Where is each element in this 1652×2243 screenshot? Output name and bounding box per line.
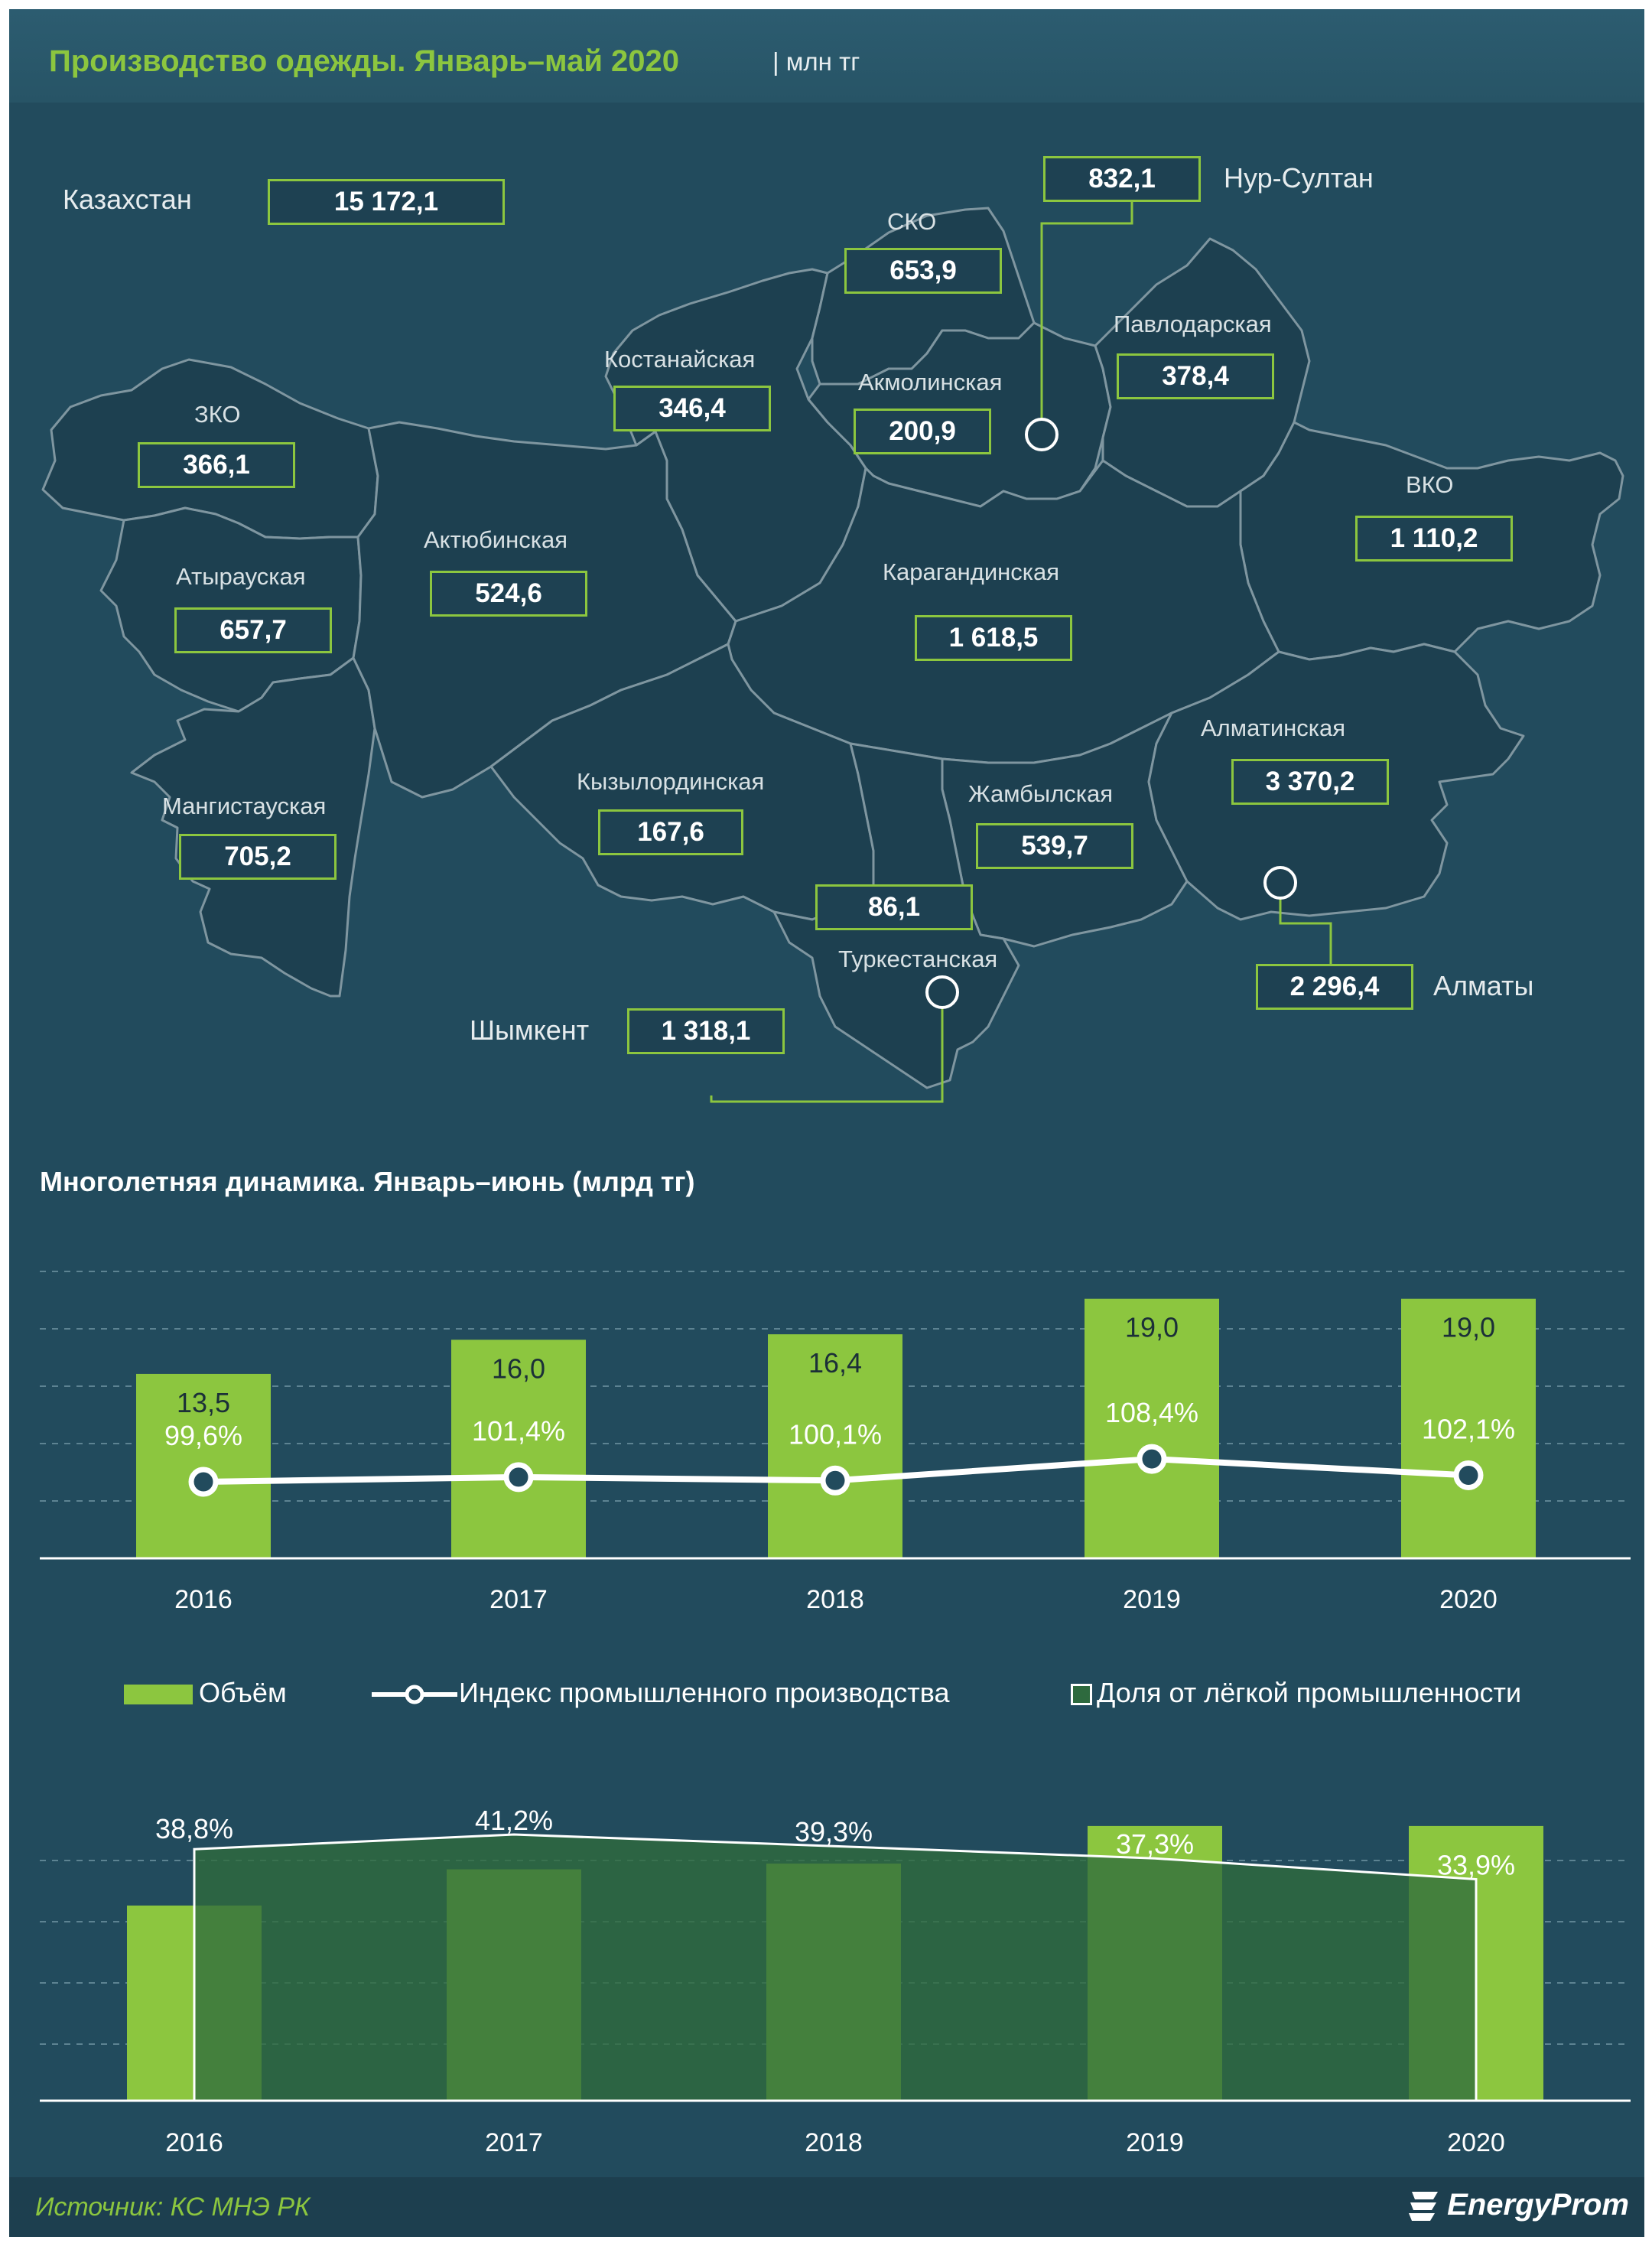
share-label-2019: 37,3% — [1116, 1828, 1194, 1860]
header-bar: Производство одежды. Январь–май 2020 | м… — [9, 9, 1644, 103]
sko-label: СКО — [887, 208, 937, 235]
shymkent-label: Шымкент — [470, 1014, 590, 1046]
share-label-2016: 38,8% — [155, 1813, 233, 1844]
vko-label: ВКО — [1406, 471, 1454, 498]
nursultan-marker — [1025, 418, 1059, 451]
source-text: Источник: КС МНЭ РК — [35, 2193, 311, 2222]
karaganda-value: 1 618,5 — [915, 615, 1072, 661]
atyrau-value: 657,7 — [174, 607, 332, 653]
index-label-2020: 102,1% — [1422, 1414, 1515, 1445]
index-point-2016 — [188, 1467, 219, 1497]
almaty-marker — [1263, 866, 1297, 900]
index-point-2020 — [1453, 1460, 1484, 1490]
brand-name: EnergyProm — [1447, 2188, 1629, 2222]
share-label-2017: 41,2% — [475, 1805, 553, 1836]
x-tick-2019: 2019 — [1123, 1585, 1181, 1614]
vko-value: 1 110,2 — [1355, 516, 1513, 562]
index-label-2019: 108,4% — [1105, 1397, 1198, 1428]
aktobe-label: Актюбинская — [424, 526, 567, 553]
chart-volume-index: 13,5 16,0 16,4 19,0 19,0 99,6% 101,4% 100,1% 108… — [40, 1271, 1631, 1614]
mangystau-value: 705,2 — [179, 834, 337, 880]
turkestan-value: 86,1 — [815, 884, 973, 930]
share-label-2018: 39,3% — [795, 1816, 873, 1847]
zko-value: 366,1 — [138, 442, 295, 488]
unit-label: | млн тг — [772, 47, 860, 76]
x-tick-2017: 2017 — [489, 1585, 548, 1614]
bar-2020 — [1401, 1298, 1536, 1558]
bar-2017 — [451, 1340, 586, 1558]
kazakhstan-value: 15 172,1 — [268, 179, 505, 225]
index-point-2019 — [1137, 1444, 1167, 1474]
legend: Объём Индекс промышленного производства … — [9, 1677, 1644, 1723]
legend-share-swatch — [1071, 1684, 1092, 1706]
legend-share-label: Доля от лёгкой промышленности — [1097, 1677, 1522, 1708]
zhambyl-label: Жамбылская — [968, 780, 1114, 807]
x-tick-2016: 2016 — [174, 1585, 233, 1614]
pavlodar-label: Павлодарская — [1114, 311, 1272, 337]
bar-2019 — [1085, 1298, 1219, 1558]
aktobe-value: 524,6 — [430, 571, 587, 617]
share-label-2020: 33,9% — [1437, 1849, 1515, 1880]
x-tick-2016: 2016 — [165, 2128, 223, 2157]
mangystau-label: Мангистауская — [162, 793, 327, 819]
index-label-2018: 100,1% — [789, 1418, 882, 1450]
chart-share: 38,8% 41,2% 39,3% 37,3% 33,9% 2016 2017 2018 201… — [40, 1805, 1631, 2157]
shymkent-marker — [925, 975, 959, 1009]
bar-2018 — [768, 1334, 902, 1558]
zko-label: ЗКО — [194, 401, 241, 428]
x-tick-2017: 2017 — [485, 2128, 543, 2157]
share-area — [193, 1833, 1478, 2102]
almaty-label: Алматы — [1433, 970, 1534, 1001]
legend-share: Доля от лёгкой промышленности — [1071, 1677, 1521, 1709]
x-tick-2019: 2019 — [1126, 2128, 1184, 2157]
legend-volume: Объём — [124, 1677, 287, 1709]
shymkent-value: 1 318,1 — [627, 1008, 785, 1054]
pavlodar-value: 378,4 — [1117, 353, 1274, 399]
infographic: Производство одежды. Январь–май 2020 | м… — [9, 9, 1644, 2237]
nursultan-label: Нур-Султан — [1224, 162, 1374, 194]
legend-volume-label: Объём — [199, 1677, 287, 1708]
zhambyl-value: 539,7 — [976, 823, 1133, 869]
x-tick-2020: 2020 — [1439, 1585, 1498, 1614]
x-tick-2018: 2018 — [806, 1585, 864, 1614]
dynamics-title: Многолетняя динамика. Январь–июнь (млрд … — [40, 1166, 695, 1197]
footer: Источник: КС МНЭ РК EnergyProm — [9, 2177, 1644, 2237]
almaty-value: 2 296,4 — [1256, 964, 1413, 1010]
turkestan-label: Туркестанская — [838, 946, 998, 972]
almaty-obl-value: 3 370,2 — [1231, 759, 1389, 805]
legend-volume-swatch — [124, 1685, 193, 1705]
bar-2016 — [136, 1373, 271, 1558]
index-point-2018 — [820, 1465, 850, 1496]
index-label-2017: 101,4% — [472, 1415, 565, 1447]
region-kostanay — [604, 268, 867, 623]
legend-index-swatch — [372, 1685, 457, 1704]
legend-index: Индекс промышленного производства — [370, 1677, 950, 1709]
sko-value: 653,9 — [844, 248, 1002, 294]
region-mangystau — [130, 656, 376, 998]
index-point-2017 — [503, 1462, 534, 1493]
nursultan-value: 832,1 — [1043, 156, 1201, 202]
bar-label-2016: 13,5 — [177, 1387, 230, 1418]
legend-index-label: Индекс промышленного производства — [459, 1677, 950, 1708]
bar-label-2018: 16,4 — [808, 1347, 862, 1379]
brand-logo: EnergyProm — [1407, 2188, 1629, 2222]
karaganda-label: Карагандинская — [883, 558, 1060, 585]
page-title: Производство одежды. Январь–май 2020 — [49, 44, 680, 78]
x-tick-2018: 2018 — [805, 2128, 863, 2157]
energyprom-logo-icon — [1409, 2191, 1439, 2221]
kostanay-label: Костанайская — [604, 346, 756, 373]
kazakhstan-label: Казахстан — [63, 184, 192, 215]
kyzylorda-value: 167,6 — [598, 809, 743, 855]
akmola-value: 200,9 — [854, 409, 991, 454]
akmola-label: Акмолинская — [858, 369, 1003, 396]
kostanay-value: 346,4 — [613, 386, 771, 431]
bar-label-2019: 19,0 — [1125, 1312, 1179, 1343]
index-label-2016: 99,6% — [164, 1420, 242, 1451]
x-tick-2020: 2020 — [1447, 2128, 1505, 2157]
bar-label-2017: 16,0 — [492, 1353, 545, 1384]
bar-label-2020: 19,0 — [1442, 1312, 1495, 1343]
kyzylorda-label: Кызылординская — [577, 768, 765, 795]
almaty-obl-label: Алматинская — [1201, 715, 1346, 741]
atyrau-label: Атырауская — [176, 563, 306, 590]
